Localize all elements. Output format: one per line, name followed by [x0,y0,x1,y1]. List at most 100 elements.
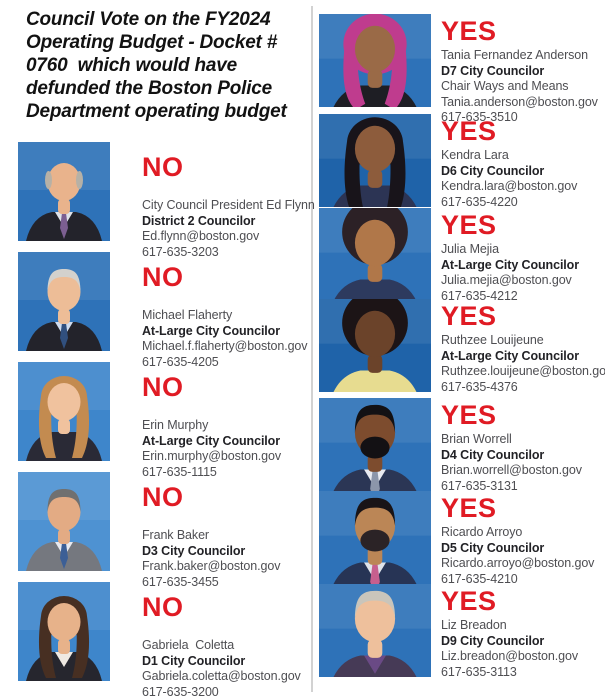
councilor-email: Frank.baker@boston.gov [142,559,281,573]
councilor-email: Ed.flynn@boston.gov [142,229,260,243]
person-portrait-icon [18,472,110,571]
councilor-info: NO Gabriela Coletta D1 City Councilor Ga… [142,594,301,697]
councilor-phone: 617-635-3455 [142,574,219,589]
councilor-name: City Council President Ed Flynn [142,198,315,212]
councilor-photo [18,252,110,351]
councilor-card: YES Julia Mejia At-Large City Councilor … [319,208,605,303]
councilor-info: NO Frank Baker D3 City Councilor Frank.b… [142,484,280,590]
councilor-phone: 617-635-4205 [142,354,219,369]
councilor-photo [18,142,110,241]
councilor-extra-role: Chair Ways and Means [441,79,569,93]
vote-label: NO [142,592,184,622]
councilor-role: D9 City Councilor [441,633,545,648]
councilor-phone: 617-635-3203 [142,244,219,259]
councilor-phone: 617-635-4376 [441,379,518,394]
vote-label: YES [441,301,497,331]
person-portrait-icon [18,362,110,461]
councilor-card: YES Brian Worrell D4 City Councilor Bria… [319,398,605,494]
councilor-name: Tania Fernandez Anderson [441,48,589,62]
councilor-email: Tania.anderson@boston.gov [441,94,598,109]
person-portrait-icon [319,584,431,677]
councilor-info: YES Brian Worrell D4 City Councilor Bria… [441,402,582,494]
vote-label: NO [142,152,184,182]
flyer-title: Council Vote on the FY2024 Operating Bud… [26,9,287,122]
councilor-phone: 617-635-3510 [441,110,518,124]
vote-label: NO [142,372,184,402]
councilor-info: YES Liz Breadon D9 City Councilor Liz.br… [441,588,578,680]
person-portrait-icon [319,398,431,491]
councilor-email: Erin.murphy@boston.gov [142,449,282,463]
councilor-info: YES Ruthzee Louijeune At-Large City Coun… [441,303,605,395]
person-portrait-icon [18,142,110,241]
vote-label: NO [142,262,184,292]
councilor-phone: 617-635-4212 [441,288,518,303]
councilor-phone: 617-635-3200 [142,684,219,697]
councilor-card: YES Kendra Lara D6 City Councilor Kendra… [319,114,605,210]
councilor-name: Brian Worrell [441,432,512,446]
councilor-photo [18,582,110,681]
councilor-photo [319,114,431,207]
person-portrait-icon [18,252,110,351]
councilor-name: Gabriela Coletta [142,638,235,652]
vote-label: YES [441,116,497,146]
councilor-name: Michael Flaherty [142,308,233,322]
councilor-email: Liz.breadon@boston.gov [441,649,578,663]
councilor-card: YES Ricardo Arroyo D5 City Councilor Ric… [319,491,605,586]
councilor-card: NO Frank Baker D3 City Councilor Frank.b… [18,472,312,589]
councilor-photo [319,14,431,107]
vote-label: YES [441,16,497,46]
person-portrait-icon [319,299,431,392]
councilor-name: Julia Mejia [441,242,499,256]
person-portrait-icon [319,114,431,207]
councilor-card: YES Tania Fernandez Anderson D7 City Cou… [319,14,605,124]
vote-label: YES [441,586,497,616]
councilor-phone: 617-635-4220 [441,194,518,209]
person-portrait-icon [18,582,110,681]
councilor-email: Kendra.lara@boston.gov [441,179,578,193]
councilor-info: YES Tania Fernandez Anderson D7 City Cou… [441,18,598,126]
vote-label: NO [142,482,184,512]
councilor-email: Brian.worrell@boston.gov [441,463,582,477]
councilor-card: YES Ruthzee Louijeune At-Large City Coun… [319,299,605,398]
councilor-card: YES Liz Breadon D9 City Councilor Liz.br… [319,584,605,680]
councilor-role: At-Large City Councilor [142,323,280,338]
column-divider [311,6,313,692]
person-portrait-icon [319,491,431,584]
no-votes-column: NO City Council President Ed Flynn Distr… [18,142,315,697]
councilor-name: Liz Breadon [441,618,507,632]
councilor-info: NO Erin Murphy At-Large City Councilor E… [142,374,281,480]
councilor-info: NO Michael Flaherty At-Large City Counci… [142,262,308,370]
councilor-info: NO City Council President Ed Flynn Distr… [142,152,315,260]
councilor-role: At-Large City Councilor [142,433,280,448]
councilor-info: YES Kendra Lara D6 City Councilor Kendra… [441,118,577,210]
councilor-photo [18,472,110,571]
councilor-photo [18,362,110,461]
councilor-role: D1 City Councilor [142,653,246,668]
councilor-name: Ruthzee Louijeune [441,333,544,347]
councilor-card: NO Erin Murphy At-Large City Councilor E… [18,362,312,479]
councilor-photo [319,398,431,491]
councilor-phone: 617-635-1115 [142,464,217,479]
person-portrait-icon [319,208,431,301]
councilor-role: D4 City Councilor [441,447,545,462]
councilor-photo [319,584,431,677]
councilor-name: Erin Murphy [142,418,209,432]
councilor-role: D5 City Councilor [441,540,545,555]
councilor-phone: 617-635-3113 [441,664,517,679]
yes-votes-column: YES Tania Fernandez Anderson D7 City Cou… [319,14,605,680]
vote-label: YES [441,210,497,240]
councilor-photo [319,299,431,392]
councilor-role: District 2 Councilor [142,213,256,228]
vote-label: YES [441,400,497,430]
councilor-photo [319,208,431,301]
councilor-role: At-Large City Councilor [441,257,579,272]
councilor-email: Gabriela.coletta@boston.gov [142,669,301,683]
councilor-name: Ricardo Arroyo [441,525,523,539]
councilor-name: Frank Baker [142,528,209,542]
councilor-card: NO City Council President Ed Flynn Distr… [18,142,315,259]
councilor-email: Ricardo.arroyo@boston.gov [441,556,595,570]
councilor-card: NO Michael Flaherty At-Large City Counci… [18,252,312,369]
councilor-role: D3 City Councilor [142,543,246,558]
councilor-email: Michael.f.flaherty@boston.gov [142,339,308,353]
